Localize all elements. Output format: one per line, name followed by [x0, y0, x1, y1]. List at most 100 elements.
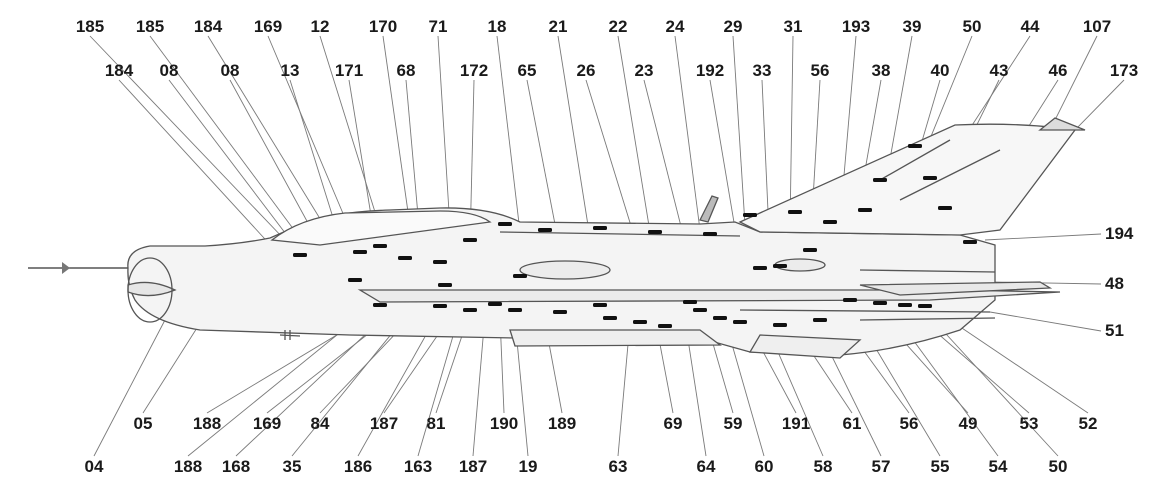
callout-label: 35: [282, 457, 302, 476]
leader-line: [93, 319, 166, 457]
callout-label: 49: [958, 414, 978, 433]
equipment-mark: [963, 240, 977, 244]
callout-label: 191: [781, 414, 811, 433]
equipment-mark: [923, 176, 937, 180]
callout-label: 184: [193, 17, 223, 36]
leader-line: [934, 321, 1059, 457]
callout-label: 12: [310, 17, 330, 36]
equipment-mark: [538, 228, 552, 232]
equipment-mark: [733, 320, 747, 324]
equipment-mark: [463, 238, 477, 242]
equipment-mark: [813, 318, 827, 322]
leader-line: [496, 35, 521, 233]
callout-label: 43: [989, 61, 1009, 80]
callout-label: 57: [871, 457, 891, 476]
leader-line: [732, 35, 746, 226]
ventral-fin: [748, 334, 862, 359]
equipment-mark: [293, 253, 307, 257]
leader-line: [674, 35, 701, 231]
callout-label: 08: [159, 61, 179, 80]
callout-label: 05: [133, 414, 153, 433]
callout-label: 33: [752, 61, 772, 80]
callout-label: 163: [403, 457, 433, 476]
callout-label: 169: [253, 17, 283, 36]
equipment-mark: [488, 302, 502, 306]
leader-line: [1049, 35, 1098, 131]
equipment-mark: [843, 298, 857, 302]
equipment-mark: [703, 232, 717, 236]
callout-label: 22: [608, 17, 628, 36]
equipment-mark: [908, 144, 922, 148]
leader-line: [472, 314, 486, 457]
callout-label: 60: [754, 457, 774, 476]
equipment-mark: [773, 323, 787, 327]
callout-label: 18: [487, 17, 507, 36]
callout-label: 13: [280, 61, 300, 80]
leader-line: [207, 35, 331, 236]
leader-line: [949, 319, 1089, 414]
equipment-mark: [603, 316, 617, 320]
callout-label: 192: [695, 61, 725, 80]
callout-label: 54: [988, 457, 1008, 476]
callout-label: 55: [930, 457, 950, 476]
equipment-mark: [433, 260, 447, 264]
callout-label: 44: [1020, 17, 1040, 36]
callout-label: 46: [1048, 61, 1068, 80]
equipment-mark: [353, 250, 367, 254]
wing: [357, 289, 1061, 303]
tail-fin: [738, 123, 1077, 236]
equipment-mark: [873, 301, 887, 305]
callout-label: 39: [902, 17, 922, 36]
equipment-mark: [873, 178, 887, 182]
callout-label: 186: [343, 457, 373, 476]
callout-label: 48: [1105, 274, 1124, 293]
intake-cone: [127, 281, 177, 297]
equipment-mark: [433, 304, 447, 308]
leader-line: [289, 79, 341, 241]
equipment-mark: [513, 274, 527, 278]
callout-label: 53: [1019, 414, 1039, 433]
callout-label: 189: [547, 414, 577, 433]
callout-label: 51: [1105, 321, 1124, 340]
equipment-mark: [373, 303, 387, 307]
callout-label: 193: [841, 17, 871, 36]
leader-line: [789, 35, 794, 229]
dorsal-antenna: [699, 195, 719, 223]
equipment-mark: [693, 308, 707, 312]
leader-line: [899, 321, 999, 457]
callout-label: 50: [962, 17, 982, 36]
equipment-mark: [593, 303, 607, 307]
internal-equipment-marks: [293, 144, 977, 328]
aircraft-silhouette: [28, 117, 1086, 359]
equipment-mark: [373, 244, 387, 248]
leader-line: [1074, 79, 1125, 131]
callout-label: 190: [489, 414, 519, 433]
callout-label: 08: [220, 61, 240, 80]
equipment-mark: [858, 208, 872, 212]
stabilizer: [859, 281, 1053, 296]
fuel-tank: [519, 260, 611, 280]
callout-label: 59: [723, 414, 743, 433]
equipment-mark: [463, 308, 477, 312]
callout-label: 194: [1105, 224, 1134, 243]
dorsal-spine: [499, 231, 741, 237]
equipment-mark: [918, 304, 932, 308]
leader-line: [437, 35, 451, 229]
equipment-mark: [658, 324, 672, 328]
equipment-mark: [648, 230, 662, 234]
callout-label: 31: [783, 17, 803, 36]
equipment-mark: [398, 256, 412, 260]
callout-label: 24: [665, 17, 685, 36]
callout-label: 81: [426, 414, 446, 433]
equipment-mark: [773, 264, 787, 268]
callout-label: 107: [1082, 17, 1112, 36]
callout-label: 52: [1078, 414, 1098, 433]
callout-label: 173: [1109, 61, 1139, 80]
equipment-mark: [593, 226, 607, 230]
callout-label: 56: [899, 414, 919, 433]
leader-line: [526, 79, 561, 251]
equipment-mark: [788, 210, 802, 214]
callout-label: 188: [192, 414, 222, 433]
fuselage: [127, 207, 996, 356]
